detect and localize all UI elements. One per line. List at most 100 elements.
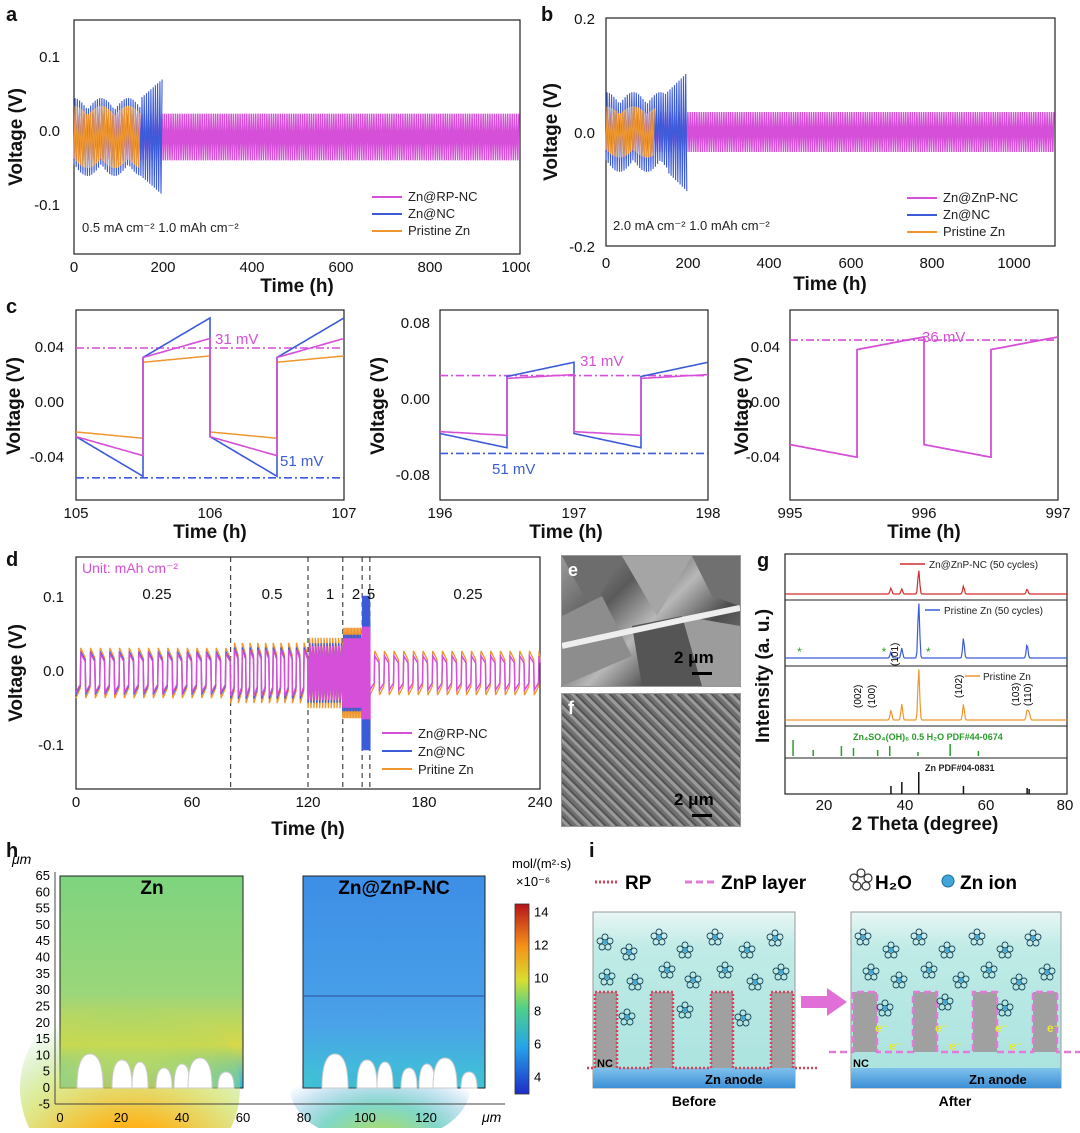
h-cb-tick-1: 12 <box>534 937 548 952</box>
i-h2o-atom <box>862 967 870 975</box>
i-h2o-cluster <box>936 993 954 1011</box>
c2-ytick-1: 0.00 <box>401 391 430 408</box>
h-zn-deposit <box>155 1067 173 1089</box>
i-h2o-atom <box>714 938 722 946</box>
i-h2o-atom <box>742 1019 750 1027</box>
i-h2o-atom <box>694 975 702 983</box>
i-h2o-atom <box>606 937 614 945</box>
h-cb-tick-0: 14 <box>534 904 548 919</box>
i-zn-ion <box>959 978 963 982</box>
h-cb-unit: mol/(m²·s) <box>512 856 571 871</box>
i-zn-ion <box>869 970 873 974</box>
h-ytick-6: 35 <box>36 966 50 981</box>
i-h2o-atom <box>774 939 782 947</box>
i-h2o-atom <box>988 971 996 979</box>
i-h2o-cluster <box>938 941 956 959</box>
i-h2o-atom <box>596 937 604 945</box>
i-h2o-atom <box>1018 983 1026 991</box>
c3-ytick-2: -0.04 <box>746 449 780 466</box>
c2-xtick-1: 197 <box>561 505 586 522</box>
i-h2o-atom <box>1004 951 1012 959</box>
i-h2o-atom <box>660 932 668 940</box>
h-cb-tick-2: 10 <box>534 970 548 985</box>
i-h2o-atom <box>976 938 984 946</box>
i-h2o-atom <box>668 965 676 973</box>
g-xtick-1: 40 <box>897 797 914 814</box>
i-h2o-cluster <box>996 941 1014 959</box>
i-h2o-atom <box>726 965 734 973</box>
g-peak-5: (110) <box>1023 683 1034 706</box>
i-h2o-atom <box>1034 933 1042 941</box>
a-xtick-5: 1000 <box>501 259 530 276</box>
i-after-nc: NC <box>853 1058 869 1070</box>
g-star-marker: * <box>797 645 802 659</box>
b-xtick-4: 800 <box>919 255 944 272</box>
g-trace-pristine <box>785 669 1067 721</box>
b-legend-0: Zn@ZnP-NC <box>943 190 1018 205</box>
i-zn-ion <box>683 1008 687 1012</box>
i-electron-label: e⁻ <box>1047 1021 1060 1035</box>
b-legend-2: Pristine Zn <box>943 224 1005 239</box>
i-h2o-atom <box>738 945 746 953</box>
i-zn-ion <box>603 940 607 944</box>
sem-e-texture <box>562 556 740 686</box>
i-h2o-cluster <box>996 999 1014 1017</box>
i-h2o-atom <box>676 945 684 953</box>
d-legend-0: Zn@RP-NC <box>418 726 488 741</box>
i-h2o-cluster <box>882 941 900 959</box>
i-h2o-cluster <box>890 971 908 989</box>
panel-label-f: f <box>568 698 574 718</box>
i-h2o-cluster <box>910 928 928 946</box>
i-h2o-atom <box>628 1012 636 1020</box>
diagram-i: RP ZnP layer H₂O Zn ion NC Zn anode Befo… <box>571 868 1080 1109</box>
i-h2o-atom <box>1038 967 1046 975</box>
i-zn-ion <box>625 1015 629 1019</box>
i-zn-ion <box>723 968 727 972</box>
i-nc-pillar <box>1033 992 1057 1052</box>
c3-xtick-2: 997 <box>1045 505 1070 522</box>
i-h2o-atom <box>628 953 636 961</box>
b-xtick-2: 400 <box>756 255 781 272</box>
panel-label-a: a <box>6 4 18 26</box>
g-trace-2: Pristine Zn <box>983 672 1031 683</box>
i-h2o-atom <box>626 1018 634 1026</box>
i-h2o-atom <box>918 938 926 946</box>
a-ytick-1: 0.0 <box>39 123 60 140</box>
i-nc-pillar <box>973 992 997 1052</box>
i-h2o-atom <box>968 932 976 940</box>
i-legend-zn: Zn ion <box>960 873 1017 894</box>
i-h2o-atom <box>684 975 692 983</box>
h-xtick-6: 120 <box>415 1110 437 1125</box>
h-ytick-11: 10 <box>36 1047 50 1062</box>
chart-c: 0.04 0.00 -0.04 105 106 107 Time (h) Vol… <box>4 309 1071 543</box>
i-coating-line <box>829 990 1080 1054</box>
h-ytick-13: 0 <box>43 1080 50 1095</box>
i-h2o-atom <box>724 971 732 979</box>
i-zn-ion <box>627 950 631 954</box>
panel-h: h <box>0 840 580 1133</box>
c1-xtick-0: 105 <box>63 505 88 522</box>
c1-ytick-2: -0.04 <box>30 449 64 466</box>
sem-e-scale-label: 2 μm <box>674 648 714 667</box>
d-xtick-0: 0 <box>72 794 80 811</box>
c2-xlabel: Time (h) <box>529 522 603 543</box>
i-electron-label: e⁻ <box>875 1021 888 1035</box>
h-ytick-9: 20 <box>36 1015 50 1030</box>
g-ylabel: Intensity (a. u.) <box>753 609 774 743</box>
chart-b: 0.2 0.0 -0.2 0 200 400 600 800 1000 Time… <box>541 11 1056 295</box>
panel-label-b: b <box>541 4 554 26</box>
i-zn-ion <box>943 1000 947 1004</box>
i-h2o-atom <box>734 1013 742 1021</box>
h-yunit: μm <box>11 851 32 867</box>
h-zn-deposit <box>356 1059 378 1089</box>
i-h2o-atom <box>606 978 614 986</box>
h-xtick-1: 20 <box>114 1110 128 1125</box>
h-zn-deposit <box>460 1071 478 1089</box>
i-nc-pillar <box>853 992 877 1052</box>
h-ytick-4: 45 <box>36 933 50 948</box>
g-trace-0: Zn@ZnP-NC (50 cycles) <box>929 560 1038 571</box>
chart-d: Unit: mAh cm⁻² 0.1 0.0 -0.1 0 60 120 180… <box>6 556 553 840</box>
h-zn-deposit <box>376 1061 394 1089</box>
i-electron-label: e⁻ <box>935 1021 948 1035</box>
a-ylabel: Voltage (V) <box>6 88 27 186</box>
